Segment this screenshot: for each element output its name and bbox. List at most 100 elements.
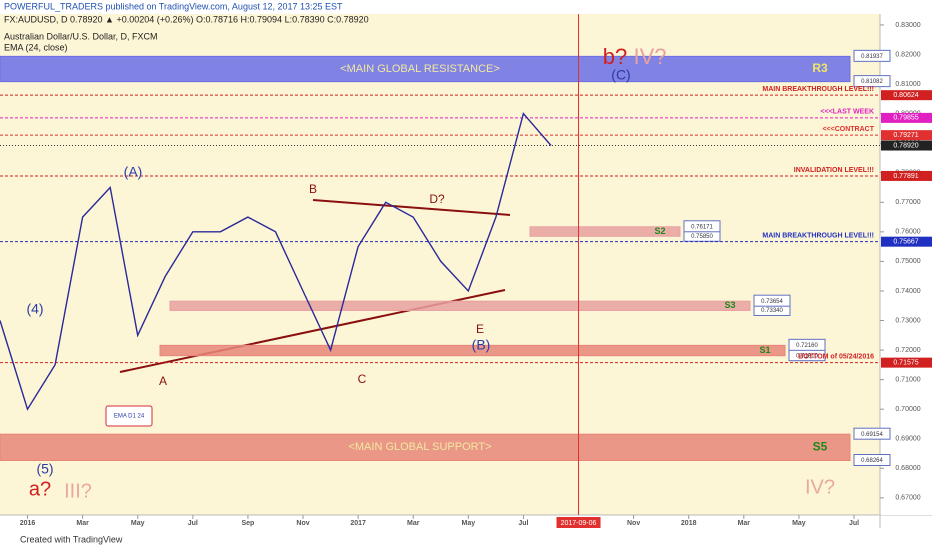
zone [529,226,681,237]
level-tag-label: 0.80624 [893,92,918,99]
date-tag [556,517,601,528]
zone [0,433,851,461]
wave-label: C [358,372,367,386]
level-label: MAIN BREAKTHROUGH LEVEL!!! [762,86,874,93]
wave-label: D? [429,192,445,206]
wave-label: IV? [633,44,666,69]
zone-value: 0.73340 [761,308,783,314]
wave-label: (4) [26,301,43,317]
note: EMA D1 24 [114,414,145,420]
x-tick-label: May [131,520,145,527]
date-tag-label: 2017-09-06 [561,520,597,527]
zone-label: S3 [724,300,735,310]
zone-value: 0.75850 [691,234,713,240]
level-tag [881,236,932,247]
zone-value: 0.69154 [861,432,883,438]
footer: Created with TradingView [20,534,123,544]
zone-value: 0.81082 [861,79,883,85]
quote: FX:AUDUSD, D 0.78920 ▲ +0.00204 (+0.26%)… [4,14,369,24]
y-tick-label: 0.69000 [895,436,920,443]
level-label: INVALIDATION LEVEL!!! [794,167,874,174]
y-tick-label: 0.83000 [895,22,920,29]
zone-label: <MAIN GLOBAL RESISTANCE> [340,63,500,75]
x-tick-label: Sep [242,520,255,527]
x-tick-label: Mar [738,520,751,527]
level-tag-label: 0.79855 [893,115,918,122]
x-tick-label: Mar [407,520,420,527]
zone-value: 0.76171 [691,224,713,230]
zone-value-box [853,427,891,440]
wave-label: A [159,374,167,388]
y-tick-label: 0.67000 [895,495,920,502]
zone-value: 0.72160 [796,343,818,349]
plot-area [0,14,880,515]
x-tick-label: Mar [76,520,89,527]
level-tag [881,90,932,101]
zone-value: 0.71810 [796,353,818,359]
wave-label: B [309,182,317,196]
y-tick-label: 0.74000 [895,288,920,295]
level-tag [881,112,932,123]
zone-value: 0.68264 [861,458,883,464]
zone-value-box [753,294,791,307]
x-tick-label: 2016 [20,520,36,527]
chart-subtitle: EMA (24, close) [4,42,68,52]
price-line [0,112,552,411]
level-tag [881,357,932,368]
level-tag-label: 0.79271 [893,132,918,139]
x-tick-label: 2017 [350,520,366,527]
chart-title: Australian Dollar/U.S. Dollar, D, FXCM [4,31,158,41]
x-tick-label: Jul [188,520,198,527]
zone-label: S1 [759,345,770,355]
current-tag-label: 0.78920 [893,142,918,149]
wave-label: (B) [472,337,491,353]
level-tag-label: 0.75667 [893,239,918,246]
wave-label: b? [603,44,627,69]
level-label: <<<CONTRACT [822,126,874,133]
x-tick-label: Jul [849,520,859,527]
publisher: POWERFUL_TRADERS published on TradingVie… [4,1,343,11]
x-tick-label: May [462,520,476,527]
y-tick-label: 0.76000 [895,229,920,236]
level-tag-label: 0.77891 [893,173,918,180]
y-tick-label: 0.68000 [895,465,920,472]
current-tag [881,140,932,151]
zone-value-box [853,75,891,88]
zone-value-box [788,338,826,351]
level-label: BOTTOM of 05/24/2016 [798,353,874,360]
zone-value-box [683,220,721,233]
wave-label: III? [64,480,92,502]
triangle-top [312,199,511,216]
x-tick-label: May [792,520,806,527]
zone [159,344,786,357]
level-tag [881,130,932,141]
note-box [105,405,153,427]
wave-label: a? [29,478,51,500]
y-tick-label: 0.82000 [895,51,920,58]
level-tag-label: 0.71575 [893,359,918,366]
zone [169,300,751,311]
y-tick-label: 0.81000 [895,81,920,88]
zone-value: 0.73654 [761,299,783,305]
y-tick-label: 0.75000 [895,258,920,265]
wave-label: (A) [124,164,143,180]
zone-label: S2 [654,226,665,236]
zone-value-box [853,453,891,466]
wave-label: IV? [805,476,835,498]
x-tick-label: Nov [627,520,640,527]
level-label: <<<LAST WEEK [821,109,874,116]
zone-tag: R3 [812,61,828,75]
zone-value-box [853,49,891,62]
y-tick-label: 0.70000 [895,406,920,413]
x-tick-label: Jul [518,520,528,527]
level-tag [881,170,932,181]
zone-tag: S5 [813,440,828,454]
x-tick-label: Nov [296,520,309,527]
y-tick-label: 0.71000 [895,376,920,383]
x-tick-label: 2018 [681,520,697,527]
y-tick-label: 0.73000 [895,317,920,324]
y-tick-label: 0.72000 [895,347,920,354]
zone [0,55,851,83]
zone-value: 0.81937 [861,54,883,60]
